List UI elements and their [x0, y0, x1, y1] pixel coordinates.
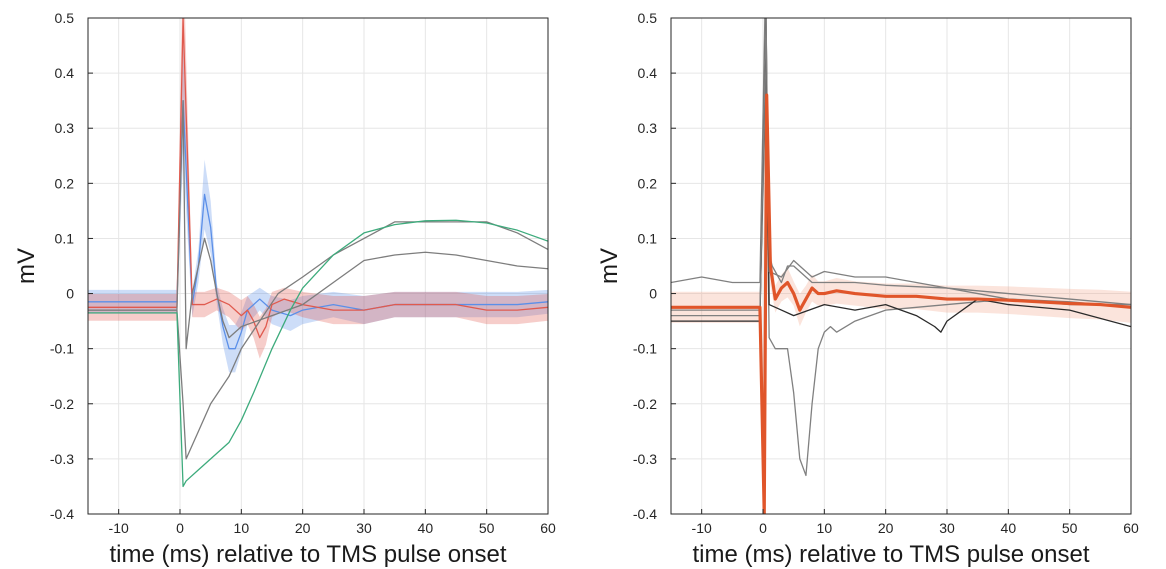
y-tick-label: -0.2 — [50, 396, 74, 412]
x-tick-label: -10 — [109, 520, 129, 536]
x-axis-label: time (ms) relative to TMS pulse onset — [692, 541, 1089, 568]
y-axis-label: mV — [13, 248, 40, 284]
x-tick-label: 50 — [1062, 520, 1078, 536]
chart-left: -10 0 10 20 30 40 50 60 -0.4 -0.3 -0.2 -0.1 0 0.1 0.2 0… — [13, 10, 556, 568]
x-tick-label: 30 — [939, 520, 955, 536]
x-tick-label: 50 — [479, 520, 495, 536]
y-tick-label: 0.4 — [55, 65, 75, 81]
y-tick-label: 0.2 — [638, 175, 658, 191]
y-axis-label: mV — [596, 248, 623, 284]
x-tick-label: 40 — [418, 520, 434, 536]
y-tick-label: -0.1 — [633, 341, 657, 357]
y-tick-label: -0.4 — [50, 506, 74, 522]
x-tick-label: 20 — [295, 520, 311, 536]
x-tick-label: 10 — [234, 520, 250, 536]
x-tick-label: 10 — [817, 520, 833, 536]
series-line-0 — [671, 18, 1131, 306]
y-tick-label: 0.1 — [638, 230, 658, 246]
y-tick-label: -0.2 — [633, 396, 657, 412]
x-tick-label: 30 — [356, 520, 372, 536]
y-tick-label: 0.4 — [638, 65, 658, 81]
y-tick-label: 0.2 — [55, 175, 75, 191]
y-tick-label: -0.3 — [50, 451, 74, 467]
series-line-2 — [88, 100, 548, 350]
series-line-1 — [88, 18, 548, 339]
x-tick-label: 40 — [1001, 520, 1017, 536]
y-tick-label: 0.3 — [55, 120, 75, 136]
x-tick-label: 0 — [759, 520, 767, 536]
x-tick-label: -10 — [692, 520, 712, 536]
y-tick-label: 0.5 — [55, 10, 75, 26]
x-tick-label: 60 — [540, 520, 556, 536]
y-tick-label: 0.3 — [638, 120, 658, 136]
y-tick-label: 0.1 — [55, 230, 75, 246]
y-tick-label: 0 — [649, 286, 657, 302]
chart-left-svg: -10 0 10 20 30 40 50 60 -0.4 -0.3 -0.2 -0.1 0 0.1 0.2 0… — [13, 10, 556, 568]
y-tick-label: 0 — [66, 286, 74, 302]
series-line-4 — [88, 219, 548, 488]
y-tick-label: 0.5 — [638, 10, 658, 26]
series-group — [88, 18, 548, 488]
y-tick-label: -0.1 — [50, 341, 74, 357]
x-tick-label: 20 — [878, 520, 894, 536]
axes-box — [87, 17, 549, 515]
axes-box — [670, 17, 1132, 515]
plot-area — [671, 18, 1131, 514]
chart-right: -10 0 10 20 30 40 50 60 -0.4 -0.3 -0.2 -0.1 0 0.1 0.2 0… — [583, 0, 1166, 569]
series-line-1 — [671, 72, 1131, 477]
series-line-4 — [671, 93, 1131, 514]
chart-right-svg: -10 0 10 20 30 40 50 60 -0.4 -0.3 -0.2 -0.1 0 0.1 0.2 0… — [596, 10, 1139, 568]
x-tick-label: 0 — [176, 520, 184, 536]
x-axis-label: time (ms) relative to TMS pulse onset — [109, 541, 506, 568]
series-group — [671, 18, 1131, 514]
x-tick-label: 60 — [1123, 520, 1139, 536]
series-line-3 — [88, 221, 548, 460]
y-tick-label: -0.3 — [633, 451, 657, 467]
y-tick-label: -0.4 — [633, 506, 657, 522]
